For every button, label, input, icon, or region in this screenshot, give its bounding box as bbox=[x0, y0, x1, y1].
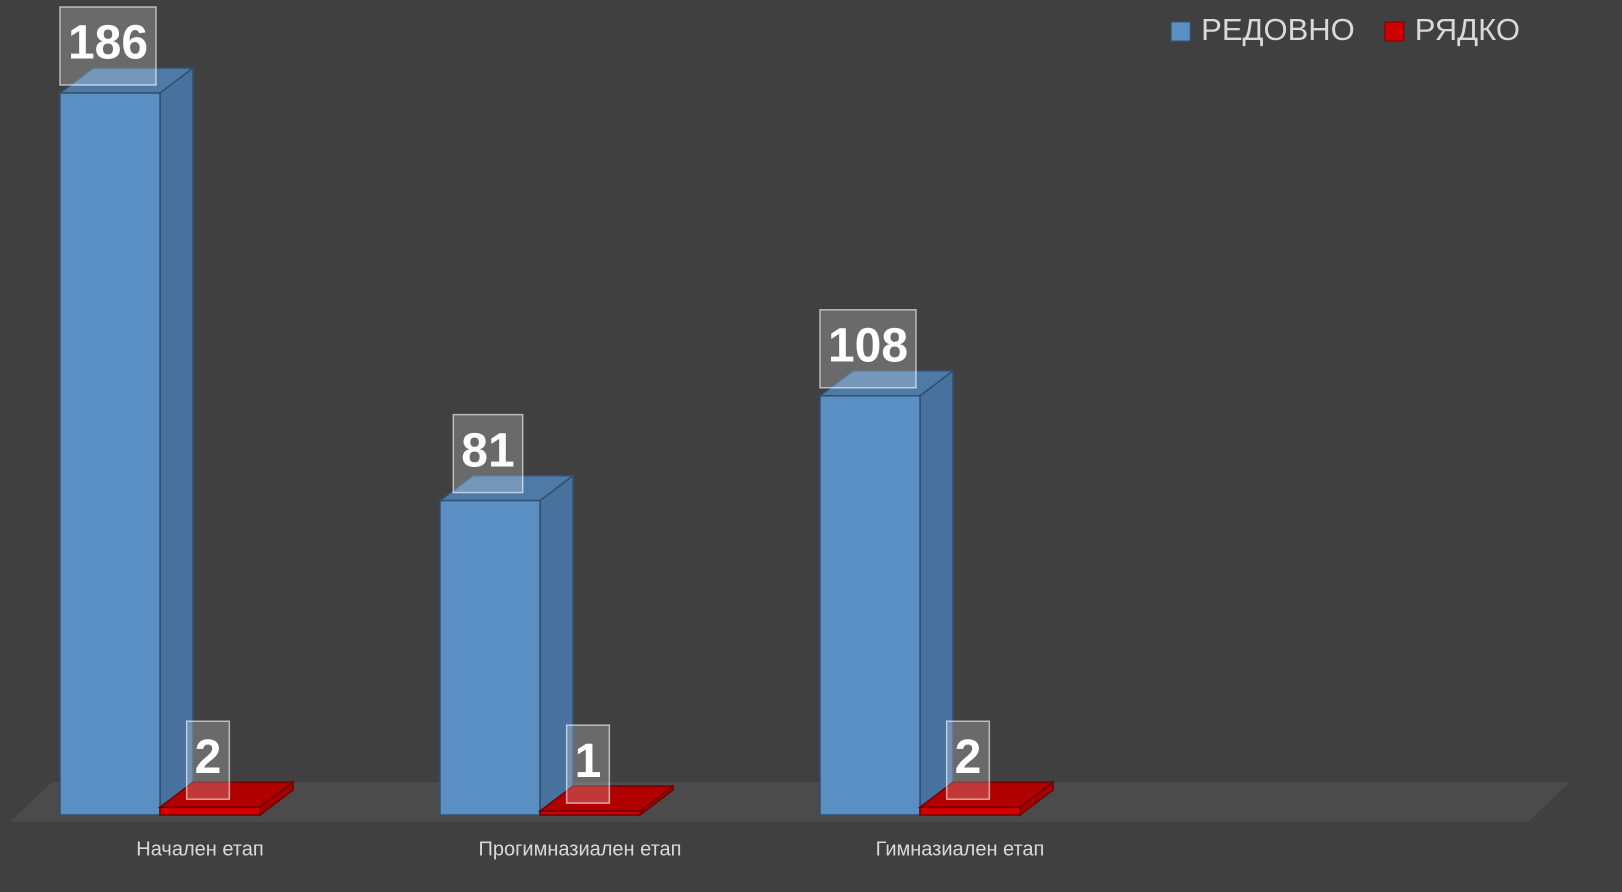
data-label-box bbox=[452, 413, 524, 494]
bar bbox=[59, 92, 161, 816]
bar bbox=[539, 810, 641, 816]
legend-label: РЕДОВНО bbox=[1201, 12, 1355, 47]
bar bbox=[159, 806, 261, 816]
data-label-box bbox=[185, 720, 231, 800]
x-tick-label: Начален етап bbox=[136, 838, 263, 860]
data-label: 81 bbox=[461, 424, 514, 477]
bar bbox=[919, 806, 1021, 816]
data-label: 2 bbox=[955, 731, 982, 784]
data-label: 108 bbox=[828, 319, 908, 372]
x-tick-label: Прогимназиален етап bbox=[479, 838, 682, 860]
legend-label: РЯДКО bbox=[1415, 12, 1520, 47]
data-label: 1 bbox=[575, 735, 602, 788]
data-label: 2 bbox=[195, 731, 222, 784]
data-label-box bbox=[59, 6, 157, 86]
data-label-box bbox=[565, 724, 611, 804]
data-label: 186 bbox=[68, 17, 148, 70]
bar-side bbox=[159, 66, 194, 817]
x-tick-label: Гимназиален етап bbox=[876, 838, 1045, 860]
data-label-box bbox=[819, 309, 917, 389]
legend-swatch bbox=[1170, 21, 1191, 42]
bar bbox=[819, 395, 921, 816]
bar bbox=[439, 499, 541, 816]
legend-swatch bbox=[1384, 21, 1405, 42]
floor bbox=[10, 782, 1570, 822]
data-label-box bbox=[945, 720, 991, 800]
